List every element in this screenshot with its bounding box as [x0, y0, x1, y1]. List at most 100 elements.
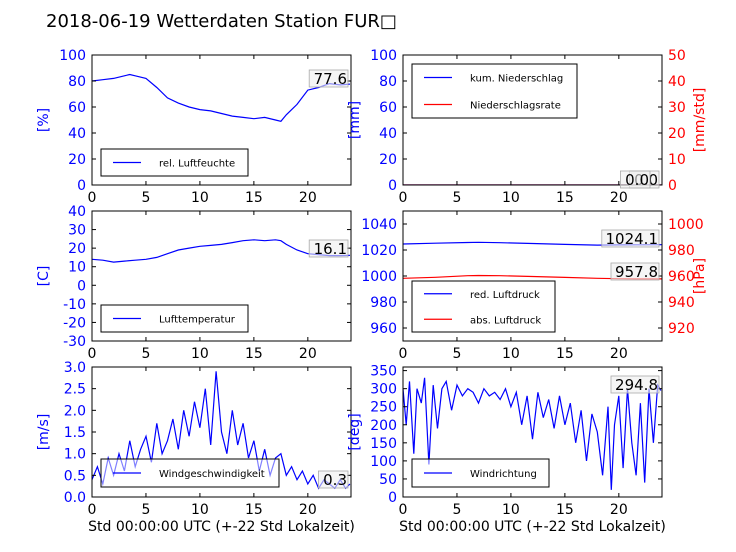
value-annotation-box	[620, 170, 651, 189]
value-annotation: 16.1	[314, 240, 347, 258]
value-annotation: 1024.1	[606, 230, 659, 248]
x-tick-label: 10	[502, 502, 520, 518]
y2-axis-label: [hPa]	[692, 258, 708, 294]
x-tick-label: 0	[399, 190, 408, 206]
y-tick-label: 3.0	[64, 360, 86, 376]
legend-label: kum. Niederschlag	[470, 74, 563, 85]
x-tick-label: 20	[610, 502, 628, 518]
y2-tick-label: 920	[668, 321, 695, 337]
y-tick-label: 20	[68, 152, 86, 168]
x-tick-label: 5	[452, 346, 461, 362]
series-group	[403, 377, 662, 490]
y-axis-label: [deg]	[347, 413, 363, 450]
x-tick-label: 20	[299, 502, 317, 518]
y-tick-label: 0	[388, 178, 397, 194]
x-tick-label: 15	[245, 502, 263, 518]
chart-windspeed: 0 5 10 15 20 0.0 0.5 1.0 1.5 2.0 2.5 3.0 [m/s] Std 00…	[36, 360, 355, 535]
plot-frame	[91, 210, 352, 342]
legend-label: Niederschlagsrate	[470, 101, 561, 112]
x-tick-label: 0	[88, 190, 97, 206]
y-axis-label: [%]	[36, 108, 52, 132]
y-tick-label: 60	[68, 100, 86, 116]
y-tick-label: 1020	[361, 243, 397, 259]
chart-humidity: 0 5 10 15 20 0 20 40 60 80 100 [%] rel. Luftfeuchte 7…	[36, 48, 352, 206]
x-tick-label: 5	[141, 346, 150, 362]
y-tick-label: 960	[370, 321, 397, 337]
y-tick-label: 0.0	[64, 490, 86, 506]
y2-tick-label: 30	[668, 100, 686, 116]
value-annotation-box	[317, 470, 349, 489]
y-tick-label: 250	[370, 400, 397, 416]
legend: red. Luftdruck abs. Luftdruck	[411, 280, 556, 333]
y-tick-label: 0	[77, 178, 86, 194]
y-axis-label: [mm]	[347, 101, 363, 139]
y-tick-label: 2.5	[64, 382, 86, 398]
y-tick-label: 0	[77, 278, 86, 294]
x-tick-label: 15	[556, 346, 574, 362]
x-tick-label: 5	[452, 190, 461, 206]
x-axis-label: Std 00:00:00 UTC (+-22 Std Lokalzeit)	[399, 519, 666, 535]
value-annotation-box	[601, 229, 660, 248]
y-tick-label: 10	[68, 260, 86, 276]
plot-frame	[91, 54, 352, 186]
y-tick-label: 100	[370, 454, 397, 470]
legend: kum. Niederschlag Niederschlagsrate	[411, 63, 578, 119]
x-tick-label: 0	[399, 502, 408, 518]
chart-precipitation: 0 5 10 15 20 0 20 40 60 80 100 0 10 20 30 40 50 [mm] [mm/s…	[347, 48, 708, 206]
x-tick-label: 0	[88, 502, 97, 518]
y2-tick-label: 40	[668, 74, 686, 90]
y2-tick-label: 50	[668, 48, 686, 64]
x-tick-label: 10	[191, 190, 209, 206]
x-tick-label: 10	[191, 346, 209, 362]
chart-pressure: 0 5 10 15 20 960 980 1000 1020 1040 920 940 960 980 10…	[361, 210, 708, 362]
legend-label: Lufttemperatur	[159, 315, 236, 326]
y-tick-label: 0.5	[64, 468, 86, 484]
y2-tick-label: 10	[668, 152, 686, 168]
y-tick-label: 40	[68, 126, 86, 142]
y-axis-label: [C]	[36, 266, 52, 287]
x-axis-label: Std 00:00:00 UTC (+-22 Std Lokalzeit)	[88, 519, 355, 535]
y-tick-label: 2.0	[64, 403, 86, 419]
legend-label: red. Luftdruck	[470, 290, 540, 301]
series-group	[92, 73, 350, 122]
y-tick-label: -30	[63, 334, 86, 350]
legend-label: Windrichtung	[470, 469, 537, 480]
y2-tick-label: 980	[668, 243, 695, 259]
value-annotation: 0.0	[625, 171, 649, 189]
y-tick-label: 40	[68, 204, 86, 220]
y-tick-label: 350	[370, 364, 397, 380]
x-tick-label: 15	[245, 190, 263, 206]
y-tick-label: 60	[379, 100, 397, 116]
legend-label: rel. Luftfeuchte	[159, 159, 235, 170]
x-tick-label: 0	[399, 346, 408, 362]
y-tick-label: 40	[379, 126, 397, 142]
y-tick-label: 20	[379, 152, 397, 168]
series-line-rel-luftfeuchte	[92, 73, 350, 122]
value-annotation: 77.6	[314, 70, 347, 88]
legend: Windgeschwindigkeit	[100, 458, 280, 488]
y-tick-label: 30	[68, 223, 86, 239]
y-tick-label: 100	[59, 48, 86, 64]
y-tick-label: 200	[370, 418, 397, 434]
series-line-windrichtung	[403, 377, 662, 490]
x-tick-label: 20	[299, 346, 317, 362]
value-annotation-box	[610, 262, 660, 281]
figure-title: 2018-06-19 Wetterdaten Station FUR□	[46, 11, 397, 32]
plot-frame	[402, 54, 663, 186]
chart-temperature: 0 5 10 15 20 -30 -20 -10 0 10 20 30 40 [C] Lufttempera…	[36, 204, 352, 362]
y-tick-label: 1.0	[64, 447, 86, 463]
value-annotation: 0.3	[323, 471, 347, 489]
legend: Windrichtung	[411, 458, 550, 488]
x-tick-label: 5	[141, 190, 150, 206]
series-line-lufttemperatur	[92, 239, 350, 263]
y-tick-label: 50	[379, 472, 397, 488]
x-tick-label: 10	[502, 346, 520, 362]
y2-tick-label: 0	[668, 178, 677, 194]
x-tick-label: 15	[245, 346, 263, 362]
y-tick-label: 980	[370, 295, 397, 311]
legend-box	[411, 63, 578, 119]
x-tick-label: 15	[556, 190, 574, 206]
